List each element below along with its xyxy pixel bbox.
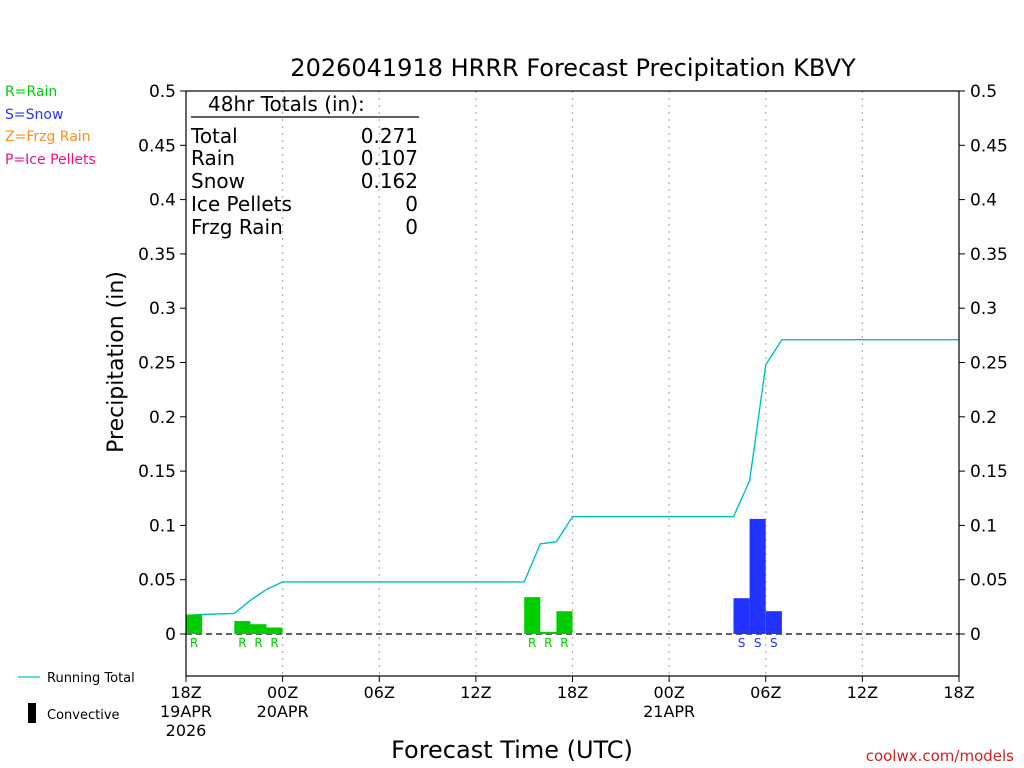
totals-total-label: Total [190, 124, 238, 148]
precip-bar [186, 614, 203, 634]
credit-text: coolwx.com/models [866, 747, 1014, 765]
x-tick-label: 18Z [943, 683, 974, 702]
legend-rain: R=Rain [5, 84, 57, 100]
precip-type-label: R [528, 636, 536, 650]
y-tick-label-right: 0.25 [970, 354, 1008, 374]
precip-type-label: R [560, 636, 568, 650]
totals-rain-value: 0.107 [361, 146, 418, 170]
totals-snow-value: 0.162 [361, 169, 418, 193]
x-tick-label: 06Z [750, 683, 781, 702]
totals-frzg-rain-value: 0 [405, 215, 418, 239]
y-tick-label-right: 0.15 [970, 462, 1008, 482]
y-tick-label-right: 0.1 [970, 516, 997, 536]
running-total-line [185, 339, 959, 617]
precip-type-label: R [270, 636, 278, 650]
legend-snow: S=Snow [5, 107, 63, 123]
y-tick-label-right: 0.4 [970, 191, 997, 211]
y-tick-label-right: 0.35 [970, 245, 1008, 265]
x-tick-label: 18Z [557, 683, 588, 702]
precip-type-label: R [254, 636, 262, 650]
totals-snow-label: Snow [191, 169, 245, 193]
x-tick-label: 12Z [460, 683, 491, 702]
legend-ice-pellets: P=Ice Pellets [5, 152, 96, 168]
y-tick-labels: 0 00.05 0.050.1 0.10.15 0.150.2 0.20.25 0.250.… [138, 82, 1008, 645]
x-tick-label: 12Z [847, 683, 878, 702]
precip-bar [234, 621, 251, 634]
y-tick-label-left: 0 [165, 625, 176, 645]
x-tick-label: 00Z [653, 683, 684, 702]
x-tick-label: 2026 [166, 721, 207, 740]
x-tick-label: 21APR [643, 702, 695, 721]
convective-legend-swatch [28, 703, 36, 723]
y-tick-label-right: 0 [970, 625, 981, 645]
precip-bar [733, 598, 750, 634]
x-tick-label: 06Z [364, 683, 395, 702]
totals-frzg-rain-label: Frzg Rain [191, 215, 283, 239]
precip-bar [765, 611, 782, 634]
grid-lines [180, 90, 965, 682]
y-tick-label-left: 0.45 [138, 136, 176, 156]
precip-bar [266, 627, 283, 634]
precip-bar [749, 518, 766, 634]
x-axis-label: Forecast Time (UTC) [391, 736, 633, 764]
y-tick-label-left: 0.1 [149, 516, 176, 536]
precip-type-label: R [544, 636, 552, 650]
running-total-layer [185, 339, 959, 617]
totals-total-value: 0.271 [361, 124, 418, 148]
y-tick-label-right: 0.05 [970, 571, 1008, 591]
legend-frzg-rain: Z=Frzg Rain [5, 129, 91, 145]
precip-type-label: S [770, 636, 778, 650]
plot-frame [185, 90, 960, 677]
precip-type-label: R [190, 636, 198, 650]
convective-legend-label: Convective [47, 708, 120, 723]
y-tick-label-right: 0.2 [970, 408, 997, 428]
y-tick-label-right: 0.3 [970, 299, 997, 319]
precip-bar [250, 624, 267, 634]
x-tick-label: 00Z [267, 683, 298, 702]
precip-bar [524, 597, 541, 634]
precip-type-label: S [754, 636, 762, 650]
precip-type-label: R [238, 636, 246, 650]
y-tick-label-left: 0.35 [138, 245, 176, 265]
totals-header: 48hr Totals (in): [208, 92, 365, 116]
y-tick-label-left: 0.3 [149, 299, 176, 319]
y-tick-label-right: 0.45 [970, 136, 1008, 156]
totals-rain-label: Rain [191, 146, 235, 170]
totals-box: 48hr Totals (in): Total 0.271 Rain 0.107… [190, 92, 419, 239]
precip-bar [556, 611, 573, 634]
y-tick-label-left: 0.05 [138, 571, 176, 591]
x-tick-label: 18Z [170, 683, 201, 702]
precip-bar [540, 631, 557, 634]
y-tick-label-left: 0.15 [138, 462, 176, 482]
chart-title: 2026041918 HRRR Forecast Precipitation K… [290, 54, 856, 82]
y-tick-label-left: 0.25 [138, 354, 176, 374]
y-tick-label-left: 0.2 [149, 408, 176, 428]
x-tick-label: 19APR [160, 702, 212, 721]
totals-ice-pellets-value: 0 [405, 192, 418, 216]
x-tick-label: 20APR [257, 702, 309, 721]
precip-type-label: S [738, 636, 746, 650]
y-tick-label-right: 0.5 [970, 82, 997, 102]
y-tick-label-left: 0.4 [149, 191, 176, 211]
y-tick-label-left: 0.5 [149, 82, 176, 102]
y-axis-label: Precipitation (in) [104, 271, 129, 453]
totals-ice-pellets-label: Ice Pellets [191, 192, 292, 216]
running-total-legend-label: Running Total [47, 671, 135, 686]
